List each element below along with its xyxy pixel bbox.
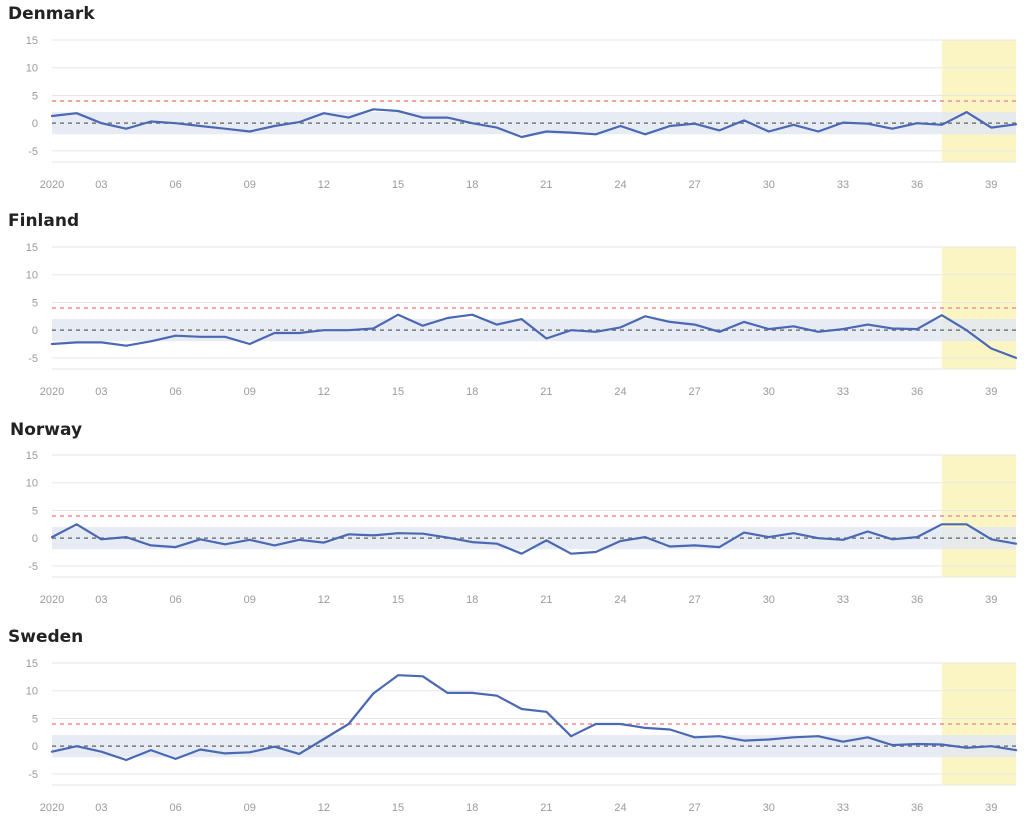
- y-tick-label: -5: [28, 146, 38, 158]
- x-tick-label: 12: [318, 802, 330, 814]
- x-tick-label: 15: [392, 594, 404, 606]
- y-tick-label: 5: [32, 713, 38, 725]
- x-tick-label: 27: [689, 386, 701, 398]
- x-tick-label: 27: [689, 179, 701, 191]
- y-tick-label: 5: [32, 297, 38, 309]
- x-tick-label: 30: [763, 179, 775, 191]
- y-tick-label: -5: [28, 353, 38, 365]
- x-tick-label: 21: [540, 386, 552, 398]
- chart-panel-finland: Finland 15 10 5 0 -5 2020 03 06 09 12 15 18 21 24 27 30…: [0, 207, 1024, 413]
- x-tick-label: 2020: [40, 802, 64, 814]
- x-tick-label: 09: [244, 802, 256, 814]
- x-tick-label: 2020: [40, 386, 64, 398]
- x-tick-label: 33: [837, 179, 849, 191]
- chart-panel-denmark: Denmark 15 10 5 0 -5 2020 03 06 09 12 15 18 21 24 27 30…: [0, 0, 1024, 206]
- x-tick-label: 06: [169, 802, 181, 814]
- chart-title: Norway: [10, 420, 83, 440]
- x-tick-label: 21: [540, 802, 552, 814]
- highlight-region: [941, 40, 1016, 162]
- x-tick-label: 06: [169, 179, 181, 191]
- y-tick-label: 15: [26, 35, 38, 47]
- highlight-region: [941, 247, 1016, 369]
- y-tick-label: 10: [26, 270, 38, 282]
- x-tick-label: 09: [244, 386, 256, 398]
- x-tick-label: 09: [244, 594, 256, 606]
- y-tick-label: 15: [26, 658, 38, 670]
- x-tick-label: 12: [318, 179, 330, 191]
- x-tick-label: 03: [95, 179, 107, 191]
- chart-plot-sweden: 15 10 5 0 -5 2020 03 06 09 12 15 18 21 24 27 30 33 36 39: [26, 658, 1018, 814]
- highlight-region: [941, 455, 1016, 577]
- x-tick-label: 36: [911, 802, 923, 814]
- x-tick-label: 24: [614, 179, 626, 191]
- x-tick-label: 36: [911, 179, 923, 191]
- y-tick-label: 0: [32, 741, 38, 753]
- y-tick-label: 0: [32, 533, 38, 545]
- x-tick-label: 33: [837, 386, 849, 398]
- y-tick-label: 15: [26, 242, 38, 254]
- x-tick-label: 30: [763, 594, 775, 606]
- y-tick-label: 0: [32, 118, 38, 130]
- x-tick-label: 06: [169, 594, 181, 606]
- y-tick-label: 10: [26, 63, 38, 75]
- x-tick-label: 03: [95, 802, 107, 814]
- x-tick-label: 2020: [40, 594, 64, 606]
- chart-plot-denmark: 15 10 5 0 -5 2020 03 06 09 12 15 18 21 24 27 30 33 36 39: [26, 35, 1018, 191]
- chart-title: Denmark: [8, 4, 95, 24]
- y-tick-label: -5: [28, 769, 38, 781]
- x-tick-label: 27: [689, 594, 701, 606]
- x-tick-label: 12: [318, 594, 330, 606]
- highlight-region: [941, 663, 1016, 785]
- x-tick-label: 09: [244, 179, 256, 191]
- x-tick-label: 2020: [40, 179, 64, 191]
- x-tick-label: 30: [763, 802, 775, 814]
- x-tick-label: 39: [985, 594, 997, 606]
- chart-plot-norway: 15 10 5 0 -5 2020 03 06 09 12 15 18 21 24 27 30 33 36 39: [26, 450, 1018, 606]
- chart-title: Sweden: [8, 627, 84, 647]
- x-tick-label: 18: [466, 802, 478, 814]
- chart-panel-sweden: Sweden 15 10 5 0 -5 2020 03 06 09 12 15 18 21 24 27 30 3…: [0, 623, 1024, 829]
- x-tick-label: 12: [318, 386, 330, 398]
- x-tick-label: 21: [540, 179, 552, 191]
- x-tick-label: 39: [985, 802, 997, 814]
- series-line: [50, 108, 1018, 139]
- y-tick-label: 5: [32, 505, 38, 517]
- series-line: [50, 523, 1018, 555]
- y-tick-label: 10: [26, 478, 38, 490]
- x-tick-label: 24: [614, 802, 626, 814]
- x-tick-label: 39: [985, 179, 997, 191]
- x-tick-label: 24: [614, 594, 626, 606]
- y-tick-label: -5: [28, 561, 38, 573]
- x-tick-label: 15: [392, 386, 404, 398]
- x-tick-label: 27: [689, 802, 701, 814]
- chart-panel-norway: Norway 15 10 5 0 -5 2020 03 06 09 12 15 18 21 24 27 30 3…: [0, 415, 1024, 621]
- x-tick-label: 18: [466, 179, 478, 191]
- x-tick-label: 03: [95, 386, 107, 398]
- x-tick-label: 15: [392, 179, 404, 191]
- x-tick-label: 30: [763, 386, 775, 398]
- chart-title: Finland: [8, 211, 80, 231]
- x-tick-label: 21: [540, 594, 552, 606]
- x-tick-label: 33: [837, 594, 849, 606]
- x-tick-label: 36: [911, 594, 923, 606]
- x-tick-label: 18: [466, 386, 478, 398]
- series-line: [50, 313, 1018, 360]
- x-tick-label: 33: [837, 802, 849, 814]
- y-tick-label: 5: [32, 90, 38, 102]
- x-tick-label: 15: [392, 802, 404, 814]
- y-tick-label: 15: [26, 450, 38, 462]
- x-tick-label: 39: [985, 386, 997, 398]
- series-line: [50, 674, 1018, 762]
- x-tick-label: 24: [614, 386, 626, 398]
- y-tick-label: 0: [32, 325, 38, 337]
- x-tick-label: 06: [169, 386, 181, 398]
- chart-plot-finland: 15 10 5 0 -5 2020 03 06 09 12 15 18 21 24 27 30 33 36 39: [26, 242, 1018, 398]
- x-tick-label: 03: [95, 594, 107, 606]
- y-tick-label: 10: [26, 686, 38, 698]
- x-tick-label: 18: [466, 594, 478, 606]
- x-tick-label: 36: [911, 386, 923, 398]
